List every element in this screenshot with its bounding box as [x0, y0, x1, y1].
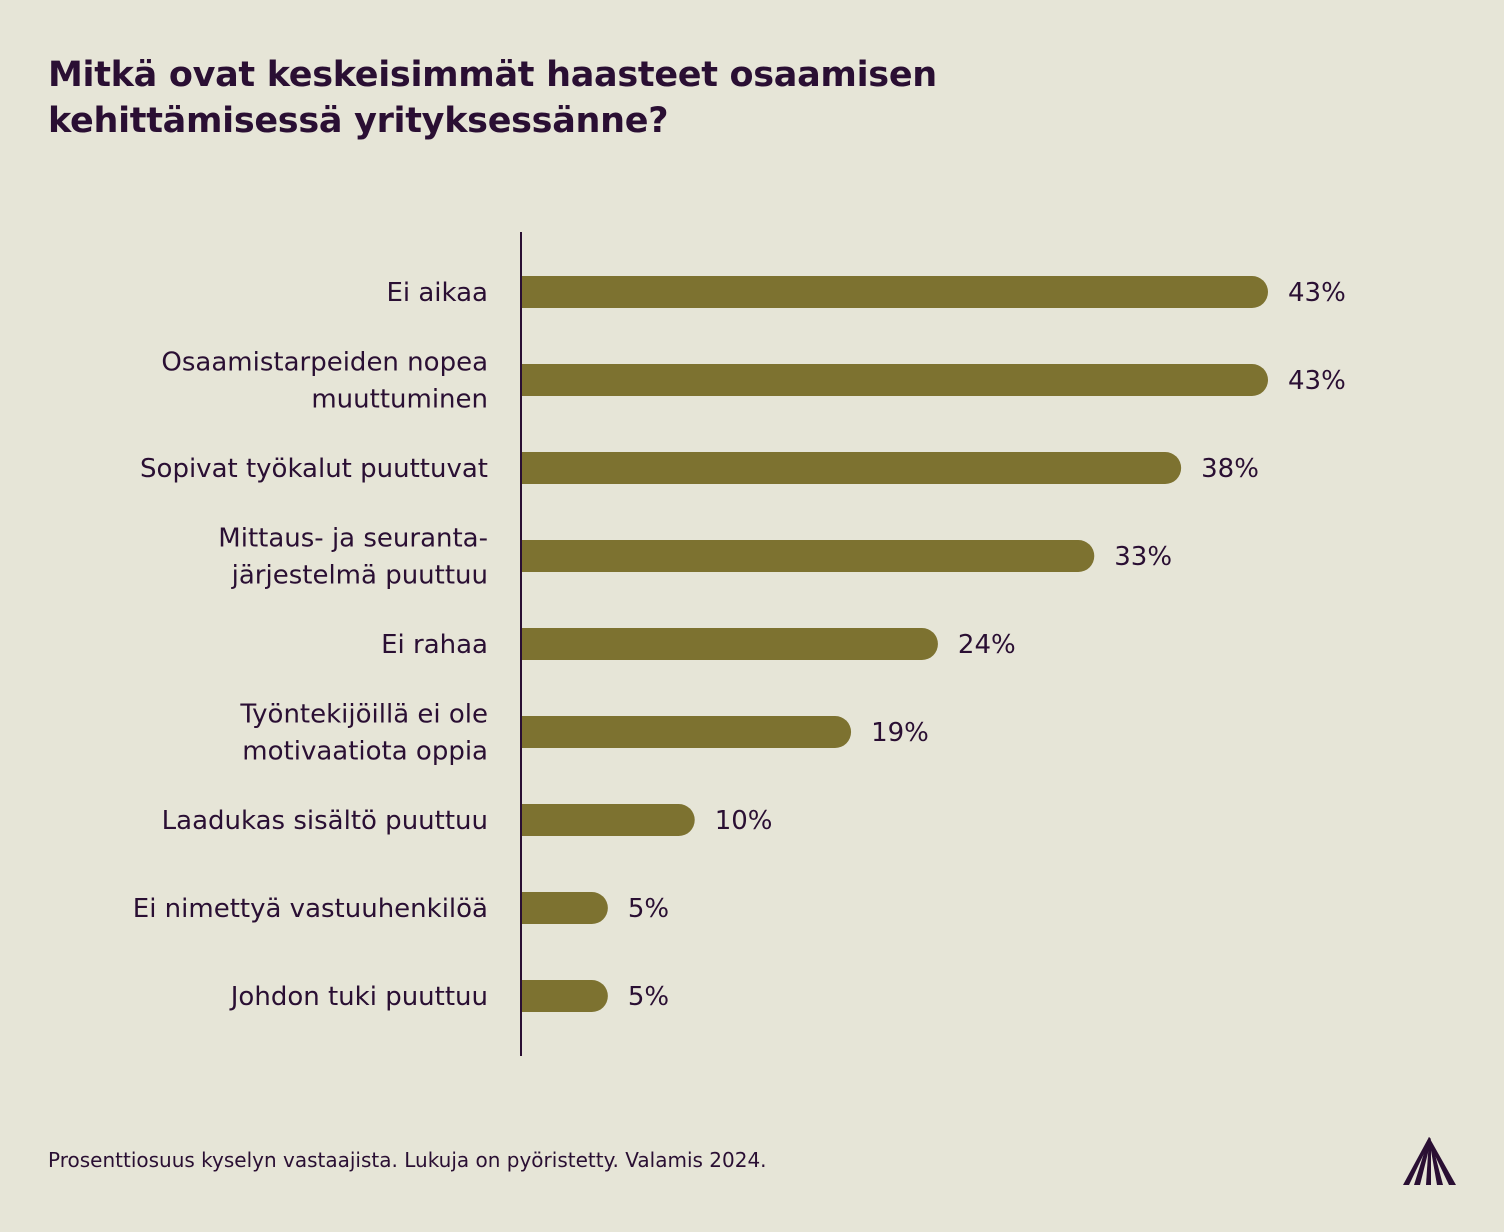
- category-label: motivaatiota oppia: [242, 737, 488, 767]
- value-label: 43%: [1288, 278, 1346, 308]
- category-label: Laadukas sisältö puuttuu: [162, 806, 488, 836]
- category-label: Työntekijöillä ei ole: [239, 700, 488, 730]
- category-label: Ei aikaa: [386, 278, 488, 308]
- chart-title-line-1: Mitkä ovat keskeisimmät haasteet osaamis…: [48, 55, 937, 95]
- value-label: 24%: [958, 630, 1016, 660]
- category-label: Osaamistarpeiden nopea: [161, 348, 488, 378]
- bar: [521, 276, 1268, 308]
- category-label: Mittaus- ja seuranta-: [218, 524, 488, 554]
- bar: [521, 892, 608, 924]
- value-label: 5%: [628, 894, 669, 924]
- valamis-logo-icon: [1403, 1137, 1456, 1185]
- bar: [521, 364, 1268, 396]
- footnote: Prosenttiosuus kyselyn vastaajista. Luku…: [48, 1148, 767, 1172]
- category-label: Johdon tuki puuttuu: [229, 982, 488, 1012]
- bar: [521, 628, 938, 660]
- value-label: 33%: [1114, 542, 1172, 572]
- category-label: Ei nimettyä vastuuhenkilöä: [133, 894, 488, 924]
- chart-title: Mitkä ovat keskeisimmät haasteet osaamis…: [48, 52, 1148, 144]
- bar: [521, 716, 852, 748]
- value-label: 19%: [871, 718, 929, 748]
- bars-layer: 43% Ei aikaa 43% Osaamistarpeiden nopea muut…: [133, 276, 1346, 1012]
- category-label: järjestelmä puuttuu: [231, 561, 488, 591]
- bar: [521, 540, 1095, 572]
- category-label: Ei rahaa: [381, 630, 488, 660]
- category-label: Sopivat työkalut puuttuvat: [140, 454, 488, 484]
- chart-title-line-2: kehittämisessä yrityksessänne?: [48, 101, 669, 141]
- category-label: muuttuminen: [311, 385, 488, 415]
- bar: [521, 452, 1182, 484]
- value-label: 10%: [715, 806, 773, 836]
- value-label: 5%: [628, 982, 669, 1012]
- bar: [521, 804, 695, 836]
- bar: [521, 980, 608, 1012]
- value-label: 43%: [1288, 366, 1346, 396]
- value-label: 38%: [1201, 454, 1259, 484]
